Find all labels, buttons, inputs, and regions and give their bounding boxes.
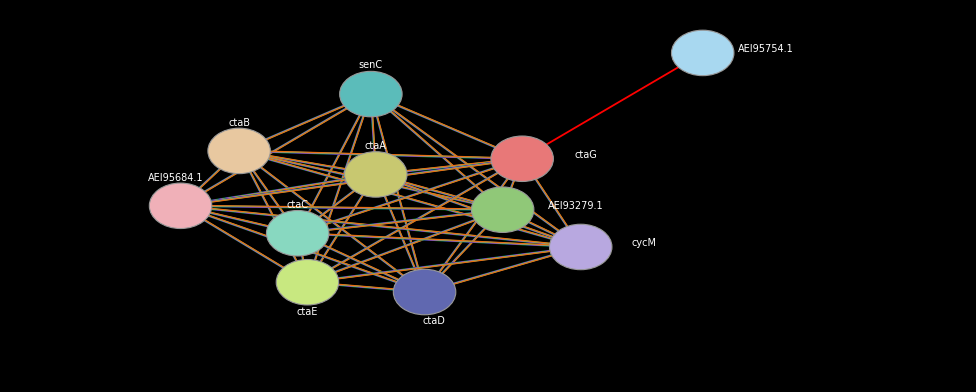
Text: AEI93279.1: AEI93279.1: [549, 201, 603, 211]
Text: ctaB: ctaB: [228, 118, 250, 128]
Ellipse shape: [345, 152, 407, 197]
Ellipse shape: [671, 30, 734, 76]
Ellipse shape: [149, 183, 212, 229]
Text: cycM: cycM: [631, 238, 657, 248]
Ellipse shape: [266, 211, 329, 256]
Text: AEI95684.1: AEI95684.1: [148, 172, 203, 183]
Text: ctaE: ctaE: [297, 307, 318, 317]
Ellipse shape: [491, 136, 553, 181]
Ellipse shape: [549, 224, 612, 270]
Ellipse shape: [340, 71, 402, 117]
Ellipse shape: [393, 269, 456, 315]
Text: ctaC: ctaC: [287, 200, 308, 210]
Ellipse shape: [276, 260, 339, 305]
Ellipse shape: [208, 128, 270, 174]
Ellipse shape: [471, 187, 534, 232]
Text: senC: senC: [359, 60, 383, 70]
Text: AEI95754.1: AEI95754.1: [738, 44, 794, 54]
Text: ctaG: ctaG: [574, 150, 597, 160]
Text: ctaD: ctaD: [423, 316, 446, 327]
Text: ctaA: ctaA: [365, 141, 386, 151]
